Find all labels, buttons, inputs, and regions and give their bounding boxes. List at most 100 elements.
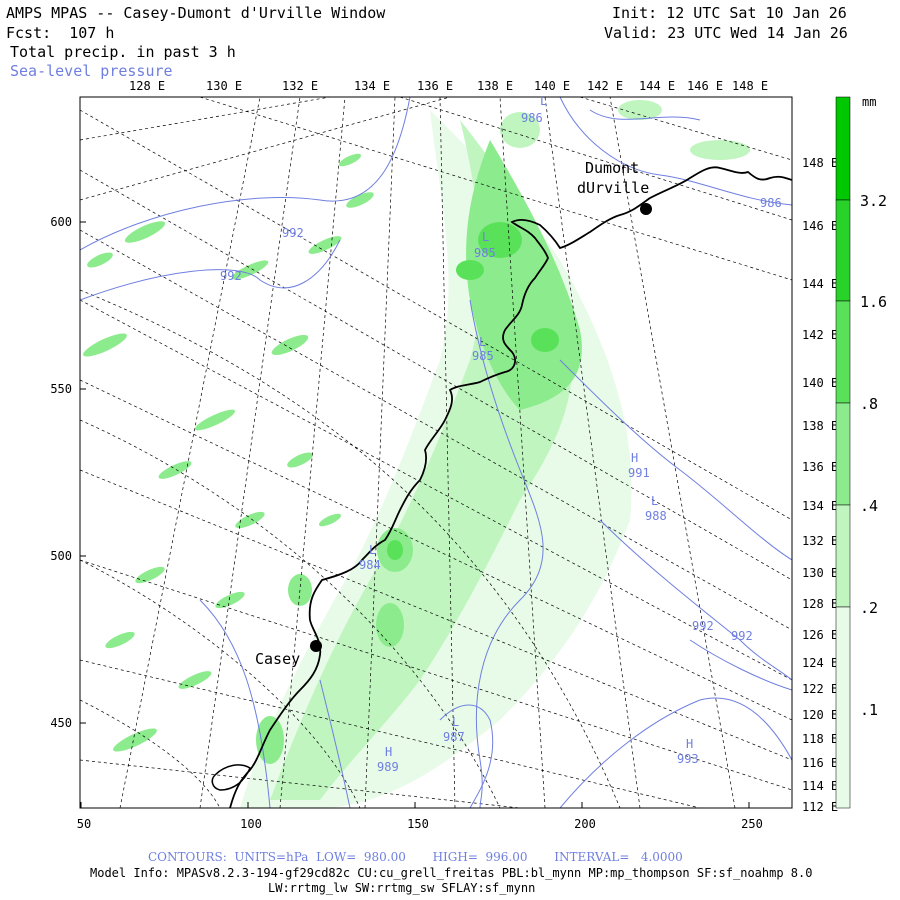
y-tick-label: 450 (50, 716, 72, 730)
precip-core (618, 100, 662, 120)
field-name: Total precip. in past 3 h (10, 43, 236, 61)
forecast-hour: Fcst: 107 h (6, 24, 115, 42)
lon-label-top: 128 E (129, 79, 165, 93)
pressure-labels: 986 986 992 992 L 985 L 985 H 991 L 988 … (220, 94, 782, 774)
x-tick-label: 250 (741, 817, 763, 831)
pressure-label: L (452, 715, 459, 729)
pressure-label: H (385, 745, 392, 759)
coastline (229, 166, 792, 808)
lon-label-right: 112 E (802, 800, 838, 814)
overlay-name: Sea-level pressure (10, 62, 173, 80)
lon-label-right: 146 E (802, 219, 838, 233)
x-tick-label: 100 (240, 817, 262, 831)
precip-core (531, 328, 559, 352)
y-tick-label: 600 (50, 215, 72, 229)
lon-label-right: 140 E (802, 376, 838, 390)
pressure-label: 984 (359, 558, 381, 572)
precip-core (478, 222, 522, 258)
pressure-label: 993 (677, 752, 699, 766)
pressure-label: 986 (760, 196, 782, 210)
pressure-label: L (651, 494, 658, 508)
coastline-island (211, 764, 251, 791)
x-tick-label: 50 (77, 817, 91, 831)
x-axis: 50 100 150 200 250 (77, 802, 763, 831)
colorbar-label: .1 (860, 701, 878, 719)
colorbar-swatch (835, 504, 851, 608)
pressure-label: L (540, 94, 547, 108)
lon-labels-right: 148 E 146 E 144 E 142 E 140 E 138 E 136 … (802, 156, 838, 814)
lon-label-right: 114 E (802, 779, 838, 793)
map-border (79, 96, 793, 809)
lon-label-top: 138 E (477, 79, 513, 93)
lon-label-right: 142 E (802, 328, 838, 342)
precip-core (256, 716, 284, 764)
colorbar-label: 1.6 (860, 293, 887, 311)
pressure-label: 992 (220, 269, 242, 283)
precip-core (690, 140, 750, 160)
station-casey-label: Casey (255, 650, 300, 668)
lon-label-top: 130 E (206, 79, 242, 93)
init-time: Init: 12 UTC Sat 10 Jan 26 (612, 4, 847, 22)
lon-label-right: 130 E (802, 566, 838, 580)
colorbar-label: .8 (860, 395, 878, 413)
pressure-label: L (369, 543, 376, 557)
lon-label-right: 122 E (802, 682, 838, 696)
shower-streaks (83, 153, 374, 752)
lon-label-right: 138 E (802, 419, 838, 433)
x-tick-label: 150 (407, 817, 429, 831)
lon-label-top: 140 E (534, 79, 570, 93)
pressure-label: L (482, 230, 489, 244)
pressure-label: 988 (645, 509, 667, 523)
colorbar-swatch (835, 300, 851, 404)
lon-label-top: 136 E (417, 79, 453, 93)
colorbar-unit: mm (862, 95, 876, 109)
precip-core (500, 112, 540, 148)
model-info-line2: LW:rrtmg_lw SW:rrtmg_sw SFLAY:sf_mynn (268, 881, 536, 895)
lon-label-top: 142 E (587, 79, 623, 93)
slp-contours (80, 97, 792, 808)
colorbar-swatch (835, 402, 851, 506)
pressure-label: 992 (692, 619, 714, 633)
colorbar-label: .4 (860, 497, 878, 515)
y-tick-label: 550 (50, 382, 72, 396)
pressure-label: H (686, 737, 693, 751)
map-title: AMPS MPAS -- Casey-Dumont d'Urville Wind… (6, 4, 386, 22)
lon-label-right: 144 E (802, 277, 838, 291)
pressure-label: 987 (443, 730, 465, 744)
pressure-label: 992 (282, 226, 304, 240)
lon-label-right: 124 E (802, 656, 838, 670)
lon-label-top: 144 E (639, 79, 675, 93)
lon-label-right: 116 E (802, 756, 838, 770)
lon-label-right: 134 E (802, 499, 838, 513)
colorbar-label: 3.2 (860, 192, 887, 210)
pressure-label: 989 (377, 760, 399, 774)
lon-labels-top: 128 E 130 E 132 E 134 E 136 E 138 E 140 … (129, 79, 768, 93)
lon-label-right: 136 E (802, 460, 838, 474)
station-durville-label: dUrville (577, 179, 649, 197)
contour-info: CONTOURS: UNITS=hPa LOW= 980.00 HIGH= 99… (148, 850, 683, 864)
colorbar-swatch (835, 606, 851, 809)
precip-core (456, 260, 484, 280)
y-axis: 600 550 500 450 (50, 215, 86, 730)
pressure-label: 985 (474, 246, 496, 260)
lon-label-right: 118 E (802, 732, 838, 746)
pressure-label: L (479, 335, 486, 349)
valid-time: Valid: 23 UTC Wed 14 Jan 26 (604, 24, 848, 42)
precip-core (387, 540, 403, 560)
lon-label-right: 128 E (802, 597, 838, 611)
colorbar-swatch (835, 199, 851, 302)
precip-core (376, 603, 404, 647)
station-dumont-label: Dumont (585, 159, 639, 177)
colorbar-label: .2 (860, 599, 878, 617)
pressure-label: 991 (628, 466, 650, 480)
pressure-label: 985 (472, 349, 494, 363)
lon-label-right: 148 E (802, 156, 838, 170)
y-tick-label: 500 (50, 549, 72, 563)
station-casey-marker (310, 640, 322, 652)
lon-label-right: 126 E (802, 628, 838, 642)
lon-label-right: 120 E (802, 708, 838, 722)
lon-label-top: 146 E (687, 79, 723, 93)
x-tick-label: 200 (574, 817, 596, 831)
station-dumont-durville-marker (640, 203, 652, 215)
